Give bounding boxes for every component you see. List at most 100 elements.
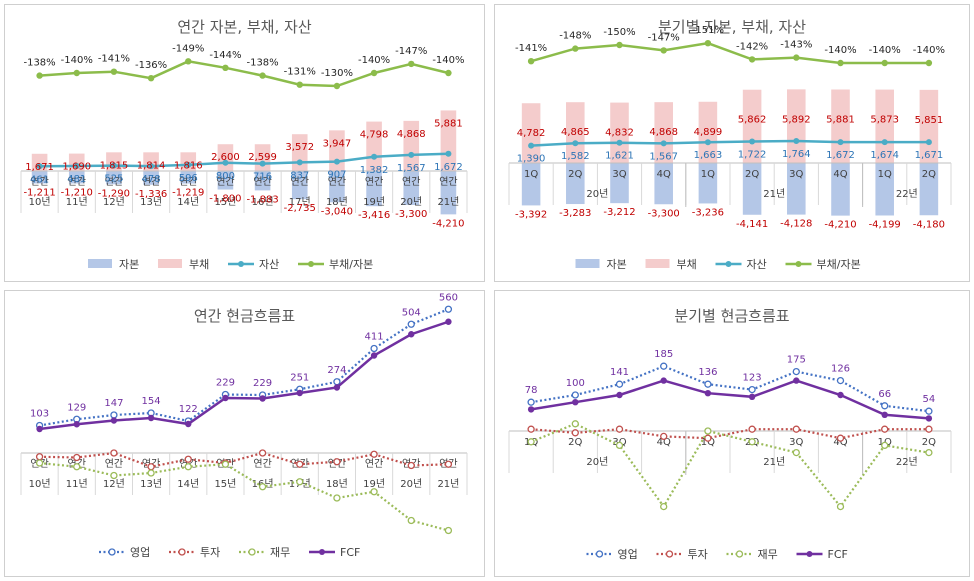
annual-cf-label-fcf-8: 274 xyxy=(327,365,346,376)
annual-cf-point-fcf-4 xyxy=(185,420,192,428)
quarterly-bs-tick-label-3: 4Q xyxy=(657,169,671,180)
quarterly-bs-tick-label-1: 2Q xyxy=(568,169,582,180)
annual-bs-point-assets-9 xyxy=(371,153,378,160)
annual-cf-point-fcf-5 xyxy=(222,394,229,402)
annual-cf-title: 연간 현금흐름표 xyxy=(194,307,296,325)
quarterly-cf-label-fcf-6: 175 xyxy=(787,355,806,366)
quarterly-bs-bar-debt-0 xyxy=(521,103,541,163)
quarterly-bs-label-debt-5: 5,862 xyxy=(738,115,767,126)
quarterly-cf-point-op-5 xyxy=(748,385,756,394)
quarterly-bs-legend-swatch-1 xyxy=(645,259,670,268)
annual-cf-point-inv-10 xyxy=(407,461,415,470)
quarterly-bs-legend-label-0: 자본 xyxy=(607,258,627,271)
quarterly-bs-point-ratio-2 xyxy=(616,41,623,49)
quarterly-cf-legend-marker-2 xyxy=(735,550,744,558)
annual-cf-point-fcf-7 xyxy=(296,389,303,397)
annual-bs-legend-marker-3 xyxy=(308,261,314,267)
annual-bs-point-assets-1 xyxy=(73,163,80,170)
annual-bs-point-ratio-7 xyxy=(296,81,303,88)
quarterly-cf-point-fcf-6 xyxy=(793,377,800,384)
annual-bs-tick-year-7: 17년 xyxy=(289,196,311,208)
annual-cf-point-inv-4 xyxy=(184,455,192,463)
quarterly-bs-bar-equity-6 xyxy=(787,163,806,215)
quarterly-bs-tick-label-0: 1Q xyxy=(524,169,538,180)
quarterly-bs-label-ratio-1: -148% xyxy=(559,31,591,42)
quarterly-bs-bar-debt-6 xyxy=(787,89,806,163)
quarterly-bs-label-ratio-5: -142% xyxy=(736,41,768,52)
quarterly-bs-label-ratio-6: -143% xyxy=(780,40,812,51)
quarterly-bs-line-ratio xyxy=(530,41,929,65)
annual-bs-label-ratio-9: -140% xyxy=(358,55,390,66)
annual-cf-line-op xyxy=(39,308,449,427)
annual-bs-tick-year-2: 12년 xyxy=(103,196,125,208)
quarterly-bs-label-equity-9: 1,671 xyxy=(915,150,944,161)
annual-cf-point-fin-4 xyxy=(184,463,192,471)
annual-bs-label-equity-0: 461 xyxy=(30,174,49,185)
annual-bs-legend-label-2: 자산 xyxy=(259,258,279,271)
quarterly-cf-point-fcf-7 xyxy=(837,391,844,399)
annual-cf-label-fcf-5: 229 xyxy=(216,378,235,389)
quarterly-bs-point-assets-3 xyxy=(660,140,667,147)
quarterly-cf-point-inv-8 xyxy=(881,425,889,433)
annual-cf-legend-marker-2 xyxy=(248,548,256,556)
quarterly-cf-panel: 분기별 현금흐름표1Q2Q3Q4Q1Q2Q3Q4Q1Q2Q20년21년22년78… xyxy=(494,290,970,577)
quarterly-cf-tick-label-6: 3Q xyxy=(789,437,803,448)
annual-bs-label-equity-5: 800 xyxy=(216,171,235,182)
quarterly-bs-group-label-0: 20년 xyxy=(586,188,608,200)
annual-cf-point-fcf-10 xyxy=(408,331,415,338)
annual-cf-line-fcf xyxy=(39,320,449,431)
quarterly-cf-point-fcf-1 xyxy=(572,399,579,406)
quarterly-cf-line-inv xyxy=(531,428,929,440)
annual-cf-point-inv-0 xyxy=(35,453,44,461)
annual-cf-point-fcf-0 xyxy=(36,425,43,433)
annual-bs-label-neg-8: -3,040 xyxy=(321,206,353,217)
quarterly-cf-group-label-2: 22년 xyxy=(896,456,918,468)
quarterly-cf-point-fcf-3 xyxy=(660,377,667,384)
quarterly-cf-title: 분기별 현금흐름표 xyxy=(674,307,789,325)
annual-bs-label-neg-9: -3,416 xyxy=(358,210,390,221)
annual-bs-label-debt-6: 2,599 xyxy=(248,152,277,163)
annual-bs-point-ratio-2 xyxy=(110,68,118,75)
annual-bs-label-ratio-8: -130% xyxy=(321,68,353,79)
quarterly-bs-label-neg-4: -3,236 xyxy=(692,207,724,218)
quarterly-cf-point-fin-1 xyxy=(571,420,579,428)
annual-bs-bar-equity-2 xyxy=(106,171,122,185)
annual-cf-tick-year-0: 10년 xyxy=(29,478,51,490)
annual-bs-tick-label-8: 연간 xyxy=(328,176,346,188)
quarterly-cf-legend-label-2: 재무 xyxy=(758,548,778,561)
quarterly-bs-label-ratio-0: -141% xyxy=(515,43,547,54)
annual-bs-point-assets-4 xyxy=(185,161,192,168)
annual-bs-legend-label-1: 부채 xyxy=(189,258,209,271)
quarterly-bs-label-neg-6: -4,128 xyxy=(780,219,812,230)
annual-bs-point-ratio-5 xyxy=(222,64,229,71)
annual-cf-line-inv xyxy=(39,451,449,468)
quarterly-bs-label-ratio-4: -151% xyxy=(692,25,724,36)
quarterly-bs-label-equity-7: 1,672 xyxy=(826,150,855,161)
annual-bs-bar-equity-3 xyxy=(143,171,159,185)
annual-cf-tick-label-9: 연간 xyxy=(365,458,383,470)
annual-cf-tick-year-10: 20년 xyxy=(400,478,422,490)
annual-bs-bar-equity-1 xyxy=(68,171,85,184)
annual-bs-tick-year-10: 20년 xyxy=(400,196,422,208)
annual-bs-tick-year-1: 11년 xyxy=(66,196,88,208)
annual-cf-tick-year-11: 21년 xyxy=(437,478,459,490)
quarterly-cf-point-op-1 xyxy=(571,391,579,399)
annual-bs-label-ratio-2: -141% xyxy=(98,54,130,65)
quarterly-bs-bar-debt-2 xyxy=(610,102,629,163)
quarterly-bs-bar-debt-4 xyxy=(698,101,718,163)
quarterly-cf-tick-label-1: 2Q xyxy=(568,437,582,448)
annual-bs-bar-equity-10 xyxy=(403,171,420,205)
annual-bs-label-equity-10: 1,567 xyxy=(397,163,426,174)
quarterly-bs-bar-equity-0 xyxy=(521,163,541,206)
annual-cf-point-fcf-9 xyxy=(370,352,378,359)
quarterly-cf-legend-marker-3 xyxy=(806,551,813,557)
annual-cf-point-inv-9 xyxy=(370,450,378,458)
annual-bs-label-ratio-0: -138% xyxy=(23,58,55,69)
annual-cf-label-fcf-9: 411 xyxy=(365,332,384,343)
annual-cf-chart: 연간 현금흐름표연간10년연간11년연간12년연간13년연간14년연간15년연간… xyxy=(20,292,468,559)
annual-cf-label-fcf-3: 154 xyxy=(142,396,161,407)
quarterly-bs-legend-label-1: 부채 xyxy=(677,258,697,271)
quarterly-bs-legend-marker-3 xyxy=(795,261,802,267)
annual-cf-legend-label-0: 영업 xyxy=(130,546,150,559)
